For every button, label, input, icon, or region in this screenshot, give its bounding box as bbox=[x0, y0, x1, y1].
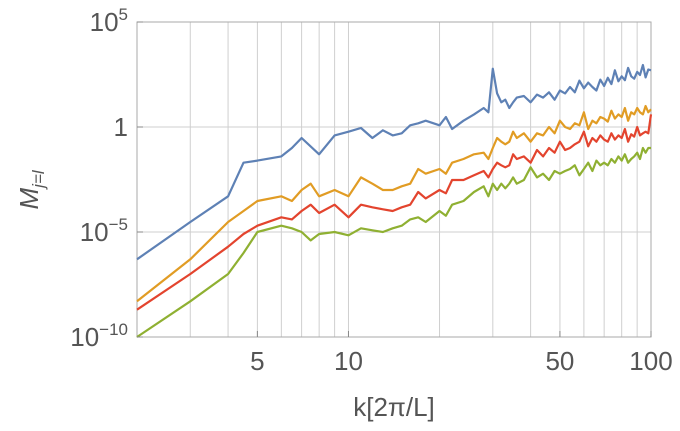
y-axis-label: Mj=l bbox=[14, 169, 48, 209]
y-axis-ticks: 10−10 10−5 1 105 bbox=[70, 5, 143, 352]
y-axis-label-subscript: j=l bbox=[29, 169, 48, 190]
x-tick-label: 10 bbox=[334, 346, 363, 376]
x-axis-label: k[2π/L] bbox=[353, 392, 435, 422]
x-tick-label: 100 bbox=[629, 346, 672, 376]
series-line-1 bbox=[136, 63, 652, 261]
series-line-2 bbox=[136, 104, 652, 303]
y-axis-label-main: M bbox=[14, 188, 44, 210]
x-tick-label: 50 bbox=[545, 346, 574, 376]
x-tick-label: 5 bbox=[250, 346, 264, 376]
y-tick-label: 10−10 bbox=[70, 320, 128, 352]
grid bbox=[137, 22, 651, 337]
y-tick-label: 105 bbox=[90, 5, 128, 37]
series-line-3 bbox=[136, 114, 653, 311]
plot-frame bbox=[136, 21, 652, 338]
y-tick-label: 1 bbox=[114, 112, 128, 142]
series-line-4 bbox=[136, 146, 651, 338]
series-layer bbox=[136, 63, 653, 338]
y-tick-label: 10−5 bbox=[80, 215, 128, 247]
x-axis-ticks: 5 10 50 100 bbox=[250, 331, 673, 376]
